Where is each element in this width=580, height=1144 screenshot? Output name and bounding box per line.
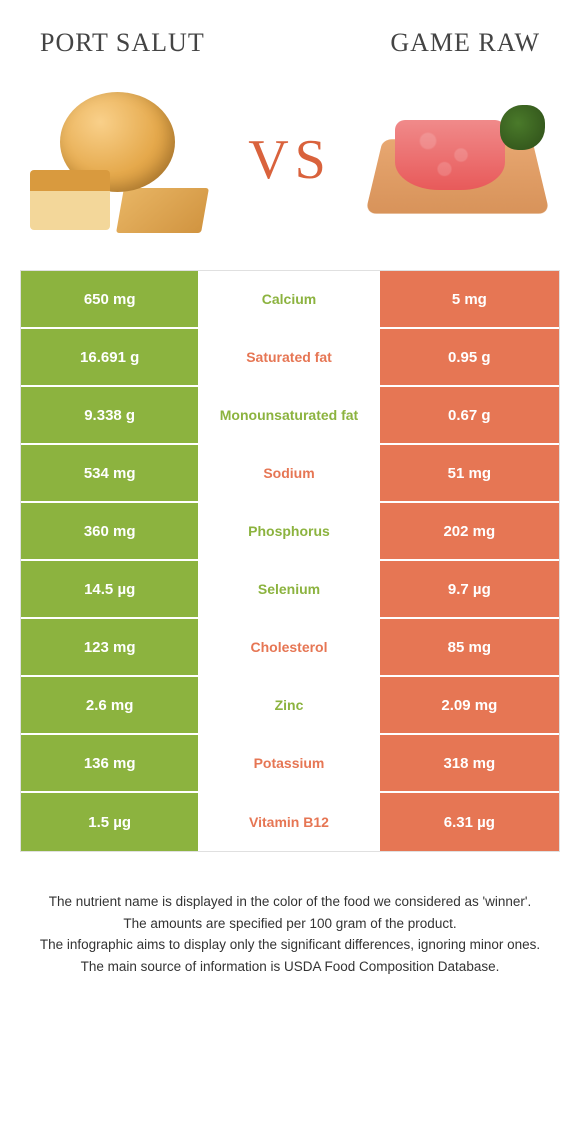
left-value-cell: 1.5 µg — [21, 793, 200, 851]
nutrient-label-cell: Calcium — [200, 271, 379, 327]
left-value-cell: 14.5 µg — [21, 561, 200, 617]
right-value-cell: 85 mg — [380, 619, 559, 675]
left-value-cell: 136 mg — [21, 735, 200, 791]
left-food-image — [30, 90, 210, 230]
nutrient-label-cell: Zinc — [200, 677, 379, 733]
right-value-cell: 9.7 µg — [380, 561, 559, 617]
nutrient-label-cell: Phosphorus — [200, 503, 379, 559]
right-value-cell: 6.31 µg — [380, 793, 559, 851]
right-value-cell: 51 mg — [380, 445, 559, 501]
nutrient-table: 650 mgCalcium5 mg16.691 gSaturated fat0.… — [20, 270, 560, 852]
right-value-cell: 2.09 mg — [380, 677, 559, 733]
footer-line: The main source of information is USDA F… — [30, 957, 550, 977]
ground-meat-icon — [395, 120, 505, 190]
nutrient-label-cell: Vitamin B12 — [200, 793, 379, 851]
nutrient-label-cell: Monounsaturated fat — [200, 387, 379, 443]
right-value-cell: 202 mg — [380, 503, 559, 559]
left-value-cell: 650 mg — [21, 271, 200, 327]
parsley-icon — [500, 105, 545, 150]
right-food-title: Game Raw — [390, 28, 540, 58]
table-row: 16.691 gSaturated fat0.95 g — [21, 329, 559, 387]
table-row: 123 mgCholesterol85 mg — [21, 619, 559, 677]
cheese-wedge-icon — [30, 170, 110, 230]
left-value-cell: 16.691 g — [21, 329, 200, 385]
table-row: 14.5 µgSelenium9.7 µg — [21, 561, 559, 619]
nutrient-label-cell: Potassium — [200, 735, 379, 791]
left-value-cell: 123 mg — [21, 619, 200, 675]
left-value-cell: 2.6 mg — [21, 677, 200, 733]
table-row: 1.5 µgVitamin B126.31 µg — [21, 793, 559, 851]
comparison-infographic: Port Salut Game Raw VS 650 mgCalcium5 mg… — [0, 0, 580, 976]
footer-line: The amounts are specified per 100 gram o… — [30, 914, 550, 934]
nutrient-label-cell: Selenium — [200, 561, 379, 617]
nutrient-label-cell: Cholesterol — [200, 619, 379, 675]
left-value-cell: 9.338 g — [21, 387, 200, 443]
cheese-slice-icon — [116, 188, 209, 233]
right-value-cell: 318 mg — [380, 735, 559, 791]
footer-notes: The nutrient name is displayed in the co… — [0, 852, 580, 976]
right-value-cell: 0.95 g — [380, 329, 559, 385]
nutrient-label-cell: Saturated fat — [200, 329, 379, 385]
footer-line: The nutrient name is displayed in the co… — [30, 892, 550, 912]
left-food-title: Port Salut — [40, 28, 205, 58]
table-row: 2.6 mgZinc2.09 mg — [21, 677, 559, 735]
table-row: 534 mgSodium51 mg — [21, 445, 559, 503]
left-value-cell: 534 mg — [21, 445, 200, 501]
table-row: 9.338 gMonounsaturated fat0.67 g — [21, 387, 559, 445]
header-row: Port Salut Game Raw — [0, 0, 580, 70]
nutrient-label-cell: Sodium — [200, 445, 379, 501]
table-row: 360 mgPhosphorus202 mg — [21, 503, 559, 561]
right-value-cell: 0.67 g — [380, 387, 559, 443]
right-value-cell: 5 mg — [380, 271, 559, 327]
left-value-cell: 360 mg — [21, 503, 200, 559]
vs-label: VS — [248, 128, 332, 192]
footer-line: The infographic aims to display only the… — [30, 935, 550, 955]
vs-row: VS — [0, 70, 580, 270]
right-food-image — [370, 90, 550, 230]
table-row: 650 mgCalcium5 mg — [21, 271, 559, 329]
table-row: 136 mgPotassium318 mg — [21, 735, 559, 793]
